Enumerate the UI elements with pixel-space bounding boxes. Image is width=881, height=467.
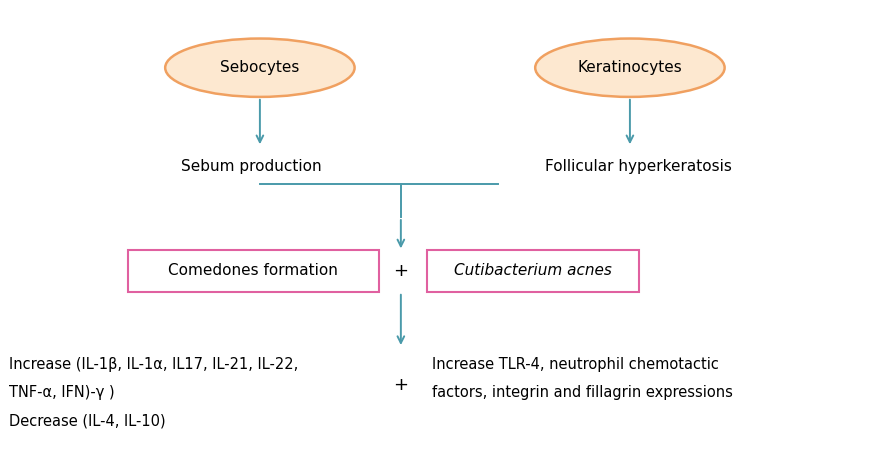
Text: TNF-α, IFN)-γ ): TNF-α, IFN)-γ ) [9, 385, 115, 400]
Text: Increase (IL-1β, IL-1α, IL17, IL-21, IL-22,: Increase (IL-1β, IL-1α, IL17, IL-21, IL-… [9, 357, 298, 372]
FancyBboxPatch shape [427, 250, 639, 292]
FancyBboxPatch shape [128, 250, 379, 292]
Text: +: + [393, 376, 409, 394]
Text: +: + [393, 262, 409, 280]
Text: Comedones formation: Comedones formation [168, 263, 338, 278]
Text: factors, integrin and fillagrin expressions: factors, integrin and fillagrin expressi… [432, 385, 733, 400]
Text: Follicular hyperkeratosis: Follicular hyperkeratosis [545, 159, 732, 174]
Text: Decrease (IL-4, IL-10): Decrease (IL-4, IL-10) [9, 413, 166, 428]
Text: Sebocytes: Sebocytes [220, 60, 300, 75]
Ellipse shape [166, 39, 354, 97]
Text: Sebum production: Sebum production [181, 159, 322, 174]
Text: Cutibacterium acnes: Cutibacterium acnes [454, 263, 612, 278]
Text: Increase TLR-4, neutrophil chemotactic: Increase TLR-4, neutrophil chemotactic [432, 357, 719, 372]
Ellipse shape [535, 39, 724, 97]
Text: Keratinocytes: Keratinocytes [578, 60, 682, 75]
